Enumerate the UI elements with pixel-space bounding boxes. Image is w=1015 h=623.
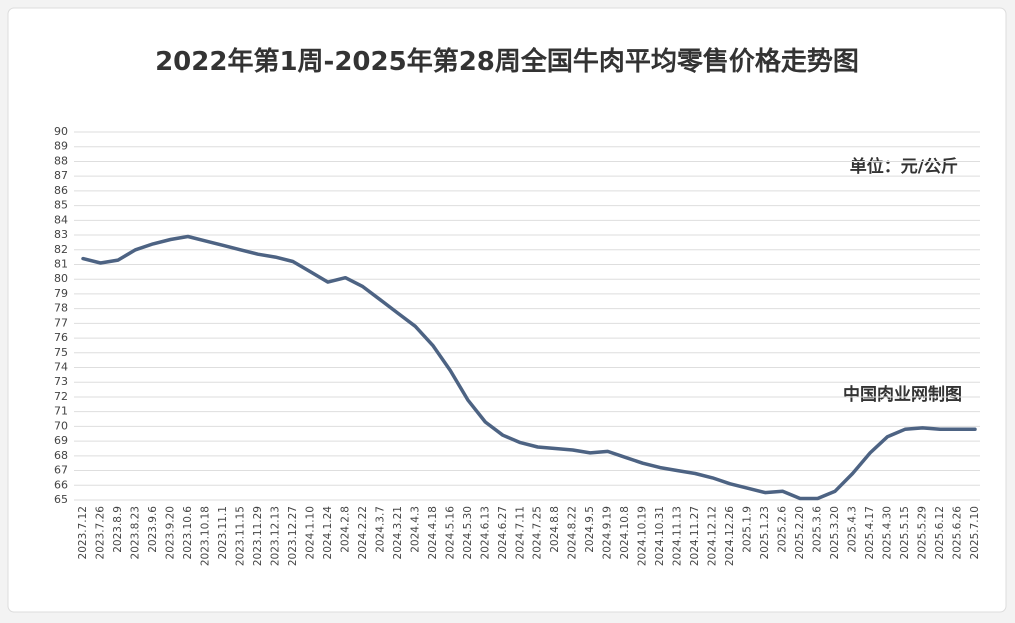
- x-tick-label: 2024.8.8: [549, 506, 561, 553]
- x-tick-label: 2023.8.9: [112, 506, 124, 553]
- y-tick-label: 70: [54, 419, 68, 432]
- x-tick-label: 2024.12.26: [724, 506, 736, 566]
- x-tick-label: 2023.12.13: [269, 506, 281, 566]
- y-tick-label: 74: [54, 361, 68, 374]
- x-tick-label: 2023.11.15: [234, 506, 246, 566]
- x-tick-label: 2025.3.20: [829, 506, 841, 559]
- x-tick-label: 2025.5.15: [899, 506, 911, 559]
- x-tick-label: 2025.1.23: [759, 506, 771, 559]
- y-tick-label: 65: [54, 493, 68, 506]
- x-tick-label: 2024.6.13: [479, 506, 491, 559]
- y-tick-label: 88: [54, 154, 68, 167]
- y-tick-label: 76: [54, 331, 68, 344]
- y-tick-label: 79: [54, 287, 68, 300]
- y-tick-label: 83: [54, 228, 68, 241]
- x-tick-label: 2024.7.25: [532, 506, 544, 559]
- y-tick-label: 71: [54, 405, 68, 418]
- y-tick-label: 77: [54, 316, 68, 329]
- x-tick-label: 2024.9.5: [584, 506, 596, 553]
- x-tick-label: 2025.2.6: [777, 506, 789, 553]
- source-annotation: 中国肉业网制图: [843, 384, 962, 405]
- x-tick-label: 2025.4.17: [864, 506, 876, 559]
- x-tick-label: 2025.1.9: [742, 506, 754, 553]
- x-tick-label: 2024.5.16: [444, 506, 456, 560]
- y-tick-label: 78: [54, 302, 68, 315]
- x-tick-label: 2024.11.13: [672, 506, 684, 566]
- y-tick-label: 86: [54, 184, 68, 197]
- x-tick-label: 2024.2.22: [357, 506, 369, 559]
- chart-card: [7, 7, 1007, 613]
- x-tick-label: 2023.7.12: [77, 506, 89, 559]
- x-tick-label: 2023.11.29: [252, 506, 264, 566]
- y-tick-label: 75: [54, 346, 68, 359]
- x-tick-label: 2025.6.12: [934, 506, 946, 559]
- x-tick-label: 2025.6.26: [952, 506, 964, 560]
- x-tick-label: 2024.11.27: [689, 506, 701, 566]
- y-tick-label: 80: [54, 272, 68, 285]
- x-tick-label: 2024.7.11: [514, 506, 526, 559]
- x-tick-label: 2024.9.19: [602, 506, 614, 559]
- y-tick-label: 73: [54, 375, 68, 388]
- x-tick-label: 2025.4.30: [882, 506, 894, 559]
- y-tick-label: 66: [54, 478, 68, 491]
- y-tick-label: 85: [54, 199, 68, 212]
- y-tick-label: 84: [54, 213, 68, 226]
- x-tick-label: 2025.3.6: [812, 506, 824, 553]
- x-tick-label: 2024.5.30: [462, 506, 474, 559]
- x-tick-label: 2024.2.8: [339, 506, 351, 553]
- x-tick-label: 2023.10.18: [199, 506, 211, 566]
- line: [81, 234, 977, 501]
- x-tick-label: 2023.7.26: [94, 506, 106, 560]
- x-tick-label: 2023.9.20: [164, 506, 176, 559]
- y-tick-label: 81: [54, 257, 68, 270]
- x-tick-label: 2024.10.19: [637, 506, 649, 566]
- x-tick-label: 2024.8.22: [567, 506, 579, 559]
- x-tick-label: 2024.6.27: [497, 506, 509, 559]
- y-tick-label: 82: [54, 243, 68, 256]
- unit-annotation: 单位：元/公斤: [850, 156, 958, 177]
- x-tick-label: 2025.4.3: [847, 506, 859, 553]
- x-tick-label: 2023.8.23: [129, 506, 141, 559]
- x-tick-label: 2024.1.24: [322, 506, 334, 560]
- x-tick-label: 2024.3.7: [374, 506, 386, 553]
- x-tick-label: 2023.11.1: [217, 506, 229, 559]
- x-tick-label: 2024.12.12: [707, 506, 719, 566]
- x-tick-label: 2024.10.31: [654, 506, 666, 566]
- x-tick-label: 2023.12.27: [287, 506, 299, 566]
- y-tick-label: 67: [54, 464, 68, 477]
- x-tick-label: 2023.9.6: [147, 506, 159, 553]
- x-tick-label: 2024.4.3: [409, 506, 421, 553]
- x-tick-label: 2025.2.20: [794, 506, 806, 559]
- y-tick-label: 89: [54, 140, 68, 153]
- x-tick-label: 2024.10.8: [619, 506, 631, 559]
- x-tick-label: 2024.1.10: [304, 506, 316, 559]
- x-tick-label: 2023.10.6: [182, 506, 194, 560]
- x-tick-label: 2025.5.29: [917, 506, 929, 559]
- y-tick-label: 90: [54, 125, 68, 138]
- y-tick-label: 68: [54, 449, 68, 462]
- x-tick-label: 2025.7.10: [969, 506, 981, 559]
- y-tick-label: 69: [54, 434, 68, 447]
- x-tick-label: 2024.4.18: [427, 506, 439, 559]
- chart-title: 2022年第1周-2025年第28周全国牛肉平均零售价格走势图: [155, 46, 859, 77]
- y-tick-label: 87: [54, 169, 68, 182]
- x-tick-label: 2024.3.21: [392, 506, 404, 559]
- y-tick-label: 72: [54, 390, 68, 403]
